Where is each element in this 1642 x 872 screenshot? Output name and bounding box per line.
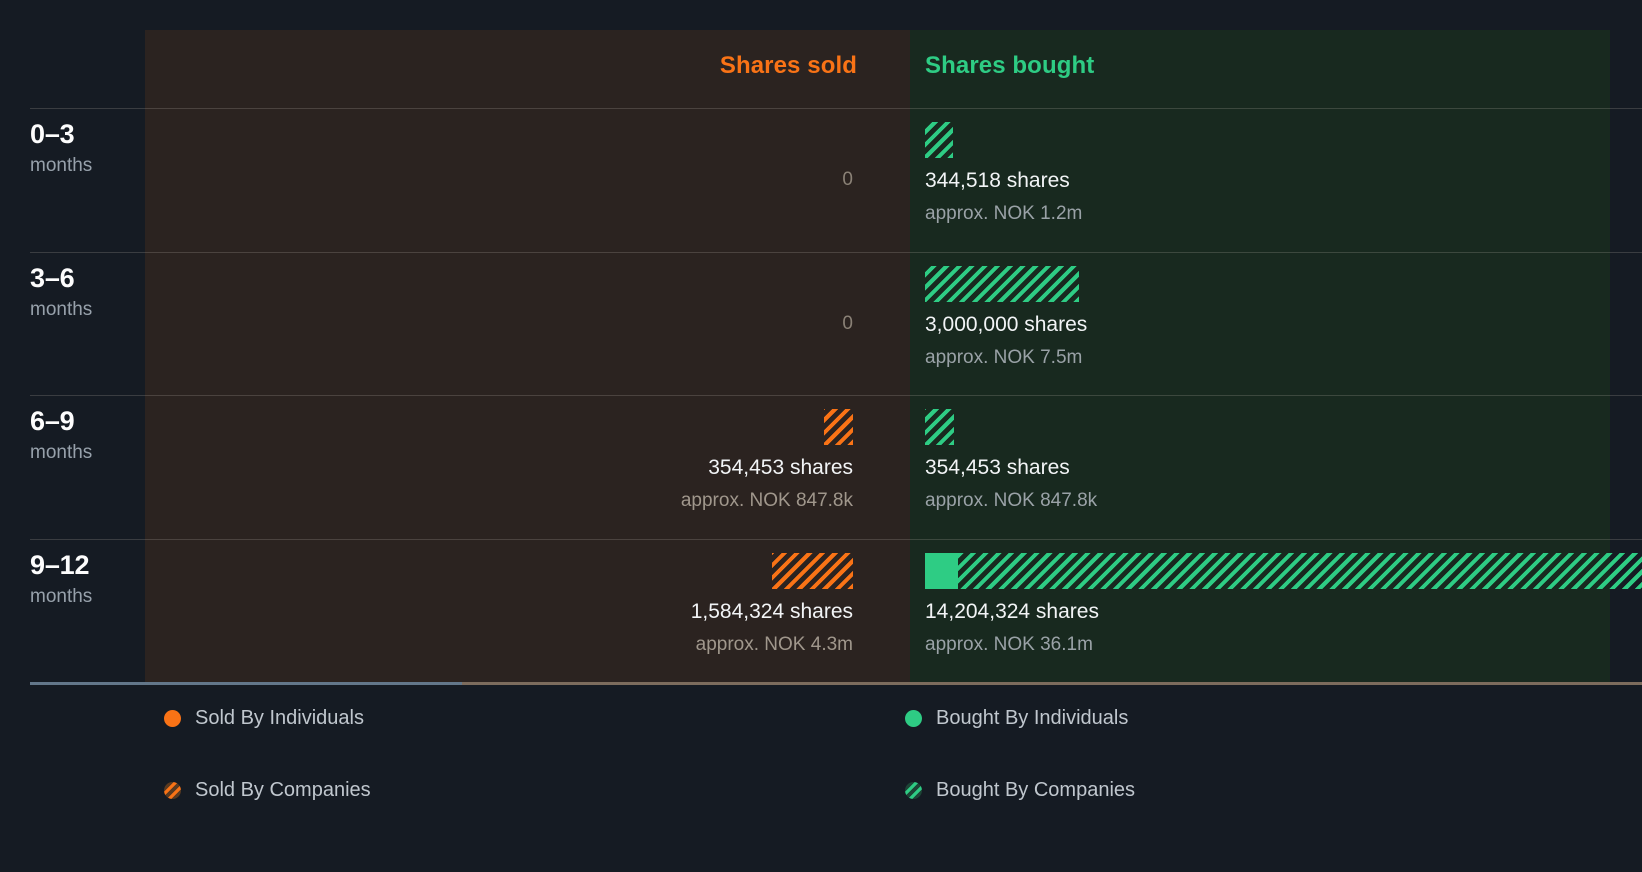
baseline-axis: [30, 682, 1642, 685]
bought-cell[interactable]: 14,204,324 shares approx. NOK 36.1m: [910, 539, 1642, 683]
legend-item[interactable]: Bought By Individuals: [905, 708, 1128, 728]
row-period-label: 0–3 months: [30, 119, 142, 177]
bar-segment-solid-green[interactable]: [925, 552, 958, 589]
bar-segment-hatch-green[interactable]: [958, 552, 1642, 589]
legend-hatched-dot-icon: [905, 781, 922, 799]
row-period-range: 9–12: [30, 549, 90, 580]
chart-rows: 0–3 months 0 344,518 shares approx. NOK 1.2m…: [0, 108, 1642, 683]
sold-approx-value: approx. NOK 847.8k: [680, 490, 853, 512]
bought-shares-value: 344,518 shares: [925, 169, 1070, 192]
bought-shares-value: 14,204,324 shares: [925, 599, 1099, 623]
row-period-range: 3–6: [30, 262, 75, 293]
bought-cell[interactable]: 344,518 shares approx. NOK 1.2m: [910, 108, 1642, 252]
legend-item-label: Sold By Individuals: [195, 707, 364, 729]
legend-item-label: Bought By Individuals: [936, 707, 1129, 729]
legend-item[interactable]: Sold By Companies: [164, 780, 371, 800]
chart-row: 3–6 months 0 3,000,000 shares approx. NOK 7.…: [0, 251, 1642, 396]
bought-values: 3,000,000 shares approx. NOK 7.5m: [910, 312, 1642, 370]
legend-item[interactable]: Sold By Individuals: [164, 708, 364, 728]
sold-cell[interactable]: 0: [145, 108, 910, 252]
chart-row: 0–3 months 0 344,518 shares approx. NOK 1.2m: [0, 108, 1642, 252]
bought-bar[interactable]: [925, 409, 954, 445]
sold-approx-value: approx. NOK 4.3m: [695, 633, 853, 655]
bought-approx-value: approx. NOK 847.8k: [925, 490, 1098, 512]
legend-hatched-dot-icon: [164, 781, 181, 799]
bought-approx-value: approx. NOK 36.1m: [925, 633, 1093, 655]
sold-shares-value: 0: [842, 169, 853, 190]
bar-segment-hatch-orange[interactable]: [772, 552, 853, 589]
row-period-label: 6–9 months: [30, 406, 142, 464]
sold-shares-value: 0: [842, 312, 853, 334]
row-divider: [30, 538, 1642, 540]
bought-bar[interactable]: [925, 552, 1642, 589]
legend-item-label: Bought By Companies: [936, 779, 1136, 801]
bar-segment-hatch-orange[interactable]: [824, 409, 853, 445]
bought-values: 14,204,324 shares approx. NOK 36.1m: [910, 599, 1642, 657]
chart-row: 6–9 months 354,453 shares approx. NOK 847.8…: [0, 395, 1642, 539]
bar-segment-hatch-green[interactable]: [925, 122, 953, 158]
row-divider: [30, 251, 1642, 253]
bought-bar[interactable]: [925, 265, 1079, 302]
bought-values: 344,518 shares approx. NOK 1.2m: [910, 168, 1642, 226]
column-header-shares-sold: Shares sold: [719, 52, 857, 79]
bar-segment-hatch-green[interactable]: [925, 409, 954, 445]
sold-shares-value: 1,584,324 shares: [690, 599, 853, 623]
row-period-unit: months: [30, 442, 93, 464]
column-header-shares-bought: Shares bought: [925, 52, 1095, 79]
sold-values: 0: [145, 312, 910, 336]
bought-cell[interactable]: 3,000,000 shares approx. NOK 7.5m: [910, 252, 1642, 396]
bought-approx-value: approx. NOK 7.5m: [925, 346, 1083, 368]
sold-values: 1,584,324 shares approx. NOK 4.3m: [145, 599, 910, 657]
row-period-unit: months: [30, 155, 93, 177]
row-divider: [30, 395, 1642, 396]
legend-dot-icon: [905, 709, 922, 727]
sold-shares-value: 354,453 shares: [708, 456, 853, 479]
bar-segment-hatch-green[interactable]: [925, 265, 1079, 302]
row-period-range: 0–3: [30, 119, 75, 149]
bought-cell[interactable]: 354,453 shares approx. NOK 847.8k: [910, 395, 1642, 539]
sold-values: 0: [145, 168, 910, 192]
legend-item-label: Sold By Companies: [195, 779, 371, 801]
row-period-unit: months: [30, 298, 93, 320]
sold-bar[interactable]: [824, 409, 853, 445]
sold-values: 354,453 shares approx. NOK 847.8k: [145, 455, 910, 513]
bought-shares-value: 3,000,000 shares: [925, 312, 1088, 336]
sold-cell[interactable]: 0: [145, 252, 910, 396]
chart-row: 9–12 months 1,584,324 shares approx. NOK 4.…: [0, 538, 1642, 683]
row-period-label: 9–12 months: [30, 549, 142, 607]
row-period-unit: months: [30, 585, 93, 607]
bought-bar[interactable]: [925, 122, 953, 158]
legend-dot-icon: [164, 709, 181, 727]
sold-bar[interactable]: [772, 552, 853, 589]
row-period-range: 6–9: [30, 406, 75, 436]
legend-item[interactable]: Bought By Companies: [905, 780, 1135, 800]
row-period-label: 3–6 months: [30, 262, 142, 320]
bought-approx-value: approx. NOK 1.2m: [925, 203, 1083, 225]
row-divider: [30, 108, 1642, 109]
bought-shares-value: 354,453 shares: [925, 456, 1070, 479]
sold-cell[interactable]: 354,453 shares approx. NOK 847.8k: [145, 395, 910, 539]
bought-values: 354,453 shares approx. NOK 847.8k: [910, 455, 1642, 513]
sold-cell[interactable]: 1,584,324 shares approx. NOK 4.3m: [145, 539, 910, 683]
chart-legend: Sold By Individuals Bought By Individuals…: [0, 700, 1642, 860]
